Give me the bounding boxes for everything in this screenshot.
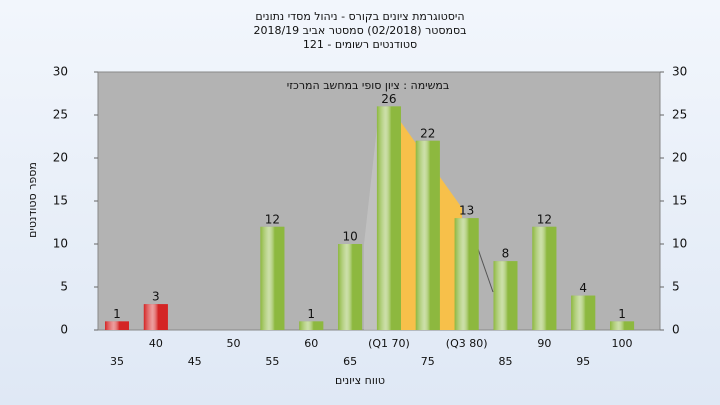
y-axis-label: מספר סטודנטים	[26, 162, 39, 238]
x-tick-label: 35	[110, 355, 124, 368]
x-tick-label: (Q3 80)	[446, 337, 488, 350]
chart-subtitle: בסמסטר (02/2018) סמסטר אביב 2018/19	[253, 24, 466, 37]
y2-tick-label: 25	[672, 108, 687, 122]
x-tick-label: 85	[499, 355, 513, 368]
y-tick-label: 25	[53, 108, 68, 122]
bar	[338, 244, 363, 330]
value-label: 26	[381, 92, 396, 106]
y-tick-label: 5	[60, 280, 68, 294]
bar	[532, 226, 557, 330]
x-tick-label: 45	[188, 355, 202, 368]
value-label: 1	[113, 307, 121, 321]
y2-tick-label: 0	[672, 323, 680, 337]
x-tick-label: 90	[537, 337, 551, 350]
x-tick-label: 75	[421, 355, 435, 368]
x-axis-label: טווח ציונים	[335, 374, 385, 387]
y-tick-label: 10	[53, 237, 68, 251]
y2-tick-label: 5	[672, 280, 680, 294]
bar	[143, 304, 168, 330]
chart-subtitle: סטודנטים רשומים - 121	[303, 38, 417, 51]
x-tick-label: 55	[265, 355, 279, 368]
bar	[610, 321, 635, 330]
value-label: 12	[265, 212, 280, 226]
annotation: במשימה : ציון סופי במחשב המרכזי	[287, 79, 450, 92]
x-tick-label: 100	[612, 337, 633, 350]
bar	[454, 218, 479, 330]
bar	[260, 226, 285, 330]
x-tick-label: 95	[576, 355, 590, 368]
chart-title: היסטוגרמת ציונים בקורס - ניהול מסדי נתונ…	[255, 10, 464, 23]
y-tick-label: 0	[60, 323, 68, 337]
y-tick-label: 30	[53, 65, 68, 79]
y2-tick-label: 30	[672, 65, 687, 79]
x-tick-label: (Q1 70)	[368, 337, 410, 350]
value-label: 22	[420, 126, 435, 140]
value-label: 4	[579, 281, 587, 295]
bar	[376, 106, 401, 331]
value-label: 1	[307, 307, 315, 321]
bar	[415, 140, 440, 330]
y2-tick-label: 20	[672, 151, 687, 165]
bar	[299, 321, 324, 330]
x-tick-label: 40	[149, 337, 163, 350]
y-tick-label: 15	[53, 194, 68, 208]
quartile-shadow	[364, 118, 378, 330]
y2-tick-label: 10	[672, 237, 687, 251]
bar	[571, 295, 596, 330]
bar	[493, 261, 518, 330]
value-label: 3	[152, 290, 160, 304]
y-tick-label: 20	[53, 151, 68, 165]
value-label: 1	[618, 307, 626, 321]
value-label: 10	[342, 230, 357, 244]
value-label: 12	[537, 212, 552, 226]
value-label: 8	[502, 247, 510, 261]
x-tick-label: 50	[227, 337, 241, 350]
bar	[105, 321, 129, 330]
y2-tick-label: 15	[672, 194, 687, 208]
x-tick-label: 65	[343, 355, 357, 368]
x-tick-label: 60	[304, 337, 318, 350]
value-label: 13	[459, 204, 474, 218]
